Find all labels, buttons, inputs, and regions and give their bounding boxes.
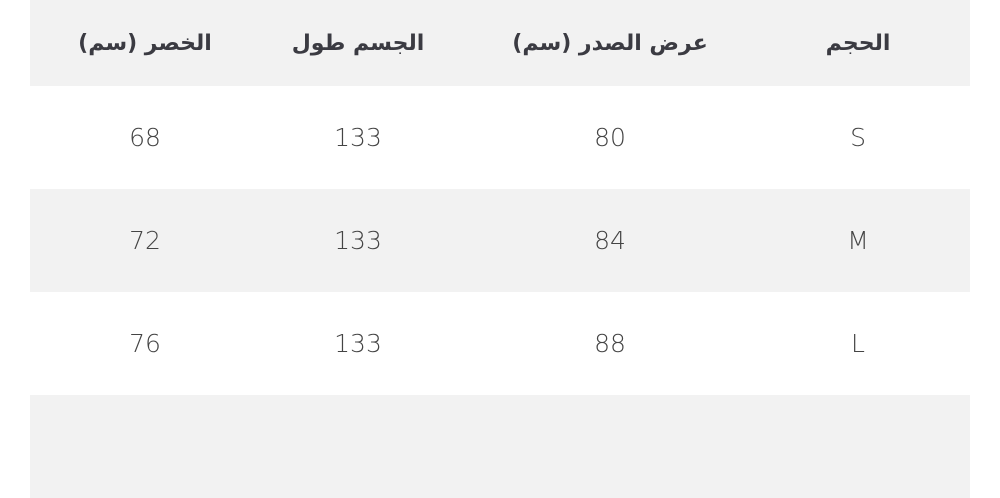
cell-chest: 84 [594, 226, 626, 255]
cell-waist: 72 [129, 226, 161, 255]
cell-size: L [851, 329, 865, 358]
cell-length: 133 [334, 226, 382, 255]
table-row: M 84 133 72 [30, 189, 970, 292]
table-row: S 80 133 68 [30, 86, 970, 189]
header-size: الحجم [825, 30, 891, 56]
cell-size: S [850, 123, 866, 152]
table-header-row: الحجم عرض الصدر (سم) الجسم طول الخصر (سم… [30, 0, 970, 86]
table-row: L 88 133 76 [30, 292, 970, 395]
header-chest-width: عرض الصدر (سم) [512, 30, 708, 56]
header-waist: الخصر (سم) [78, 30, 212, 56]
header-body-length: الجسم طول [291, 30, 425, 56]
cell-length: 133 [334, 123, 382, 152]
cell-chest: 80 [594, 123, 626, 152]
cell-chest: 88 [594, 329, 626, 358]
cell-length: 133 [334, 329, 382, 358]
cell-waist: 76 [129, 329, 161, 358]
table-row-partial [30, 395, 970, 498]
size-chart-table: الحجم عرض الصدر (سم) الجسم طول الخصر (سم… [30, 0, 970, 498]
cell-waist: 68 [129, 123, 161, 152]
cell-size: M [847, 226, 869, 255]
